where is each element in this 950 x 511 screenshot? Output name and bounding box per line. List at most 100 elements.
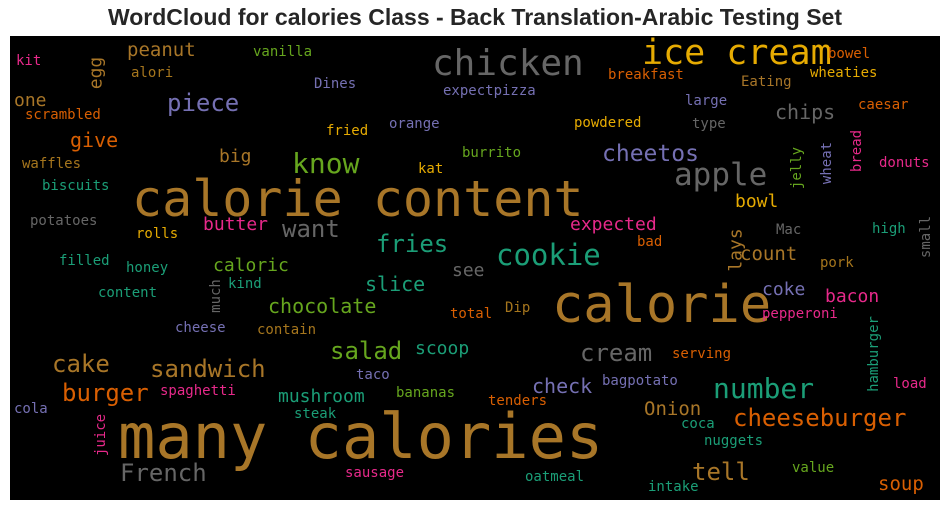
word-small: small — [918, 215, 935, 259]
word-check: check — [532, 374, 593, 398]
word-orange: orange — [389, 116, 440, 132]
word-sausage: sausage — [345, 465, 405, 481]
word-pork: pork — [820, 255, 854, 271]
word-donuts: donuts — [879, 155, 930, 171]
word-cheese: cheese — [175, 320, 226, 336]
word-wheat: wheat — [819, 141, 836, 185]
word-scrambled: scrambled — [25, 107, 101, 123]
chart-title: WordCloud for calories Class - Back Tran… — [107, 4, 843, 30]
word-cookie: cookie — [496, 238, 601, 272]
word-french: French — [120, 459, 207, 487]
word-hamburger: hamburger — [865, 316, 882, 392]
word-calorie: calorie — [552, 275, 772, 335]
word-dip: Dip — [505, 300, 531, 316]
word-biscuits: biscuits — [42, 178, 110, 194]
word-tenders: tenders — [488, 393, 548, 409]
word-chicken: chicken — [432, 43, 584, 84]
word-vanilla: vanilla — [253, 44, 313, 60]
word-cream: cream — [580, 339, 653, 367]
word-expected: expected — [570, 214, 657, 235]
word-taco: taco — [356, 367, 390, 383]
word-content: content — [98, 285, 158, 301]
word-high: high — [872, 221, 906, 237]
word-spaghetti: spaghetti — [160, 383, 236, 399]
word-butter: butter — [203, 214, 269, 235]
word-many-calories: many calories — [118, 400, 604, 473]
word-chips: chips — [775, 100, 836, 124]
word-sandwich: sandwich — [150, 355, 266, 383]
word-bowel: bowel — [828, 46, 871, 62]
word-peanut: peanut — [127, 39, 196, 61]
word-onion: Onion — [644, 398, 702, 420]
word-type: type — [692, 116, 726, 132]
word-wheaties: wheaties — [810, 65, 878, 81]
word-cola: cola — [14, 401, 48, 417]
word-bananas: bananas — [396, 385, 456, 401]
word-kat: kat — [418, 161, 444, 177]
word-give: give — [70, 128, 119, 152]
word-cheeseburger: cheeseburger — [733, 404, 907, 432]
word-fried: fried — [326, 123, 369, 139]
word-cake: cake — [52, 350, 110, 378]
word-bread: bread — [849, 129, 866, 173]
word-filled: filled — [59, 253, 110, 269]
word-bowl: bowl — [735, 191, 779, 212]
word-slice: slice — [365, 272, 426, 296]
word-burger: burger — [62, 379, 149, 407]
word-fries: fries — [376, 230, 449, 258]
word-rolls: rolls — [136, 226, 179, 242]
word-bagpotato: bagpotato — [602, 373, 678, 389]
word-oatmeal: oatmeal — [525, 469, 585, 485]
word-waffles: waffles — [22, 156, 82, 172]
word-want: want — [282, 215, 340, 243]
word-scoop: scoop — [415, 338, 470, 359]
word-serving: serving — [672, 346, 732, 362]
word-powdered: powdered — [574, 115, 642, 131]
word-soup: soup — [878, 473, 924, 495]
word-coke: coke — [762, 279, 806, 300]
word-caloric: caloric — [213, 255, 289, 276]
word-juice: juice — [93, 413, 110, 457]
word-expectpizza: expectpizza — [443, 83, 536, 99]
word-pepperoni: pepperoni — [762, 306, 838, 322]
word-bad: bad — [637, 234, 663, 250]
word-salad: salad — [330, 337, 403, 365]
word-know: know — [292, 147, 360, 180]
word-piece: piece — [167, 89, 240, 117]
word-cheetos: cheetos — [602, 141, 699, 167]
word-mushroom: mushroom — [278, 386, 365, 407]
word-alori: alori — [131, 65, 174, 81]
word-calorie-content: calorie content — [132, 170, 584, 228]
word-see: see — [452, 260, 485, 281]
word-bacon: bacon — [825, 286, 880, 307]
word-number: number — [713, 372, 815, 405]
word-kit: kit — [16, 53, 42, 69]
word-egg: egg — [85, 56, 107, 90]
word-large: large — [685, 93, 728, 109]
word-cloud: many calories calorie content calorie ic… — [10, 36, 940, 500]
word-count: count — [740, 243, 798, 265]
word-chocolate: chocolate — [268, 294, 377, 318]
word-total: total — [450, 306, 493, 322]
word-intake: intake — [648, 479, 699, 495]
word-dines: Dines — [314, 76, 357, 92]
word-breakfast: breakfast — [608, 67, 684, 83]
word-coca: coca — [681, 416, 715, 432]
word-kind: kind — [228, 276, 262, 292]
word-tell: tell — [692, 458, 750, 486]
word-much: much — [207, 279, 224, 313]
word-load: load — [893, 376, 927, 392]
word-jelly: jelly — [789, 146, 806, 190]
word-potatoes: potatoes — [30, 213, 98, 229]
word-contain: contain — [257, 322, 317, 338]
word-steak: steak — [294, 406, 337, 422]
word-mac: Mac — [776, 222, 802, 238]
word-burrito: burrito — [462, 145, 522, 161]
word-eating: Eating — [741, 74, 792, 90]
word-lays: lays — [725, 228, 747, 272]
word-caesar: caesar — [858, 97, 909, 113]
word-honey: honey — [126, 260, 169, 276]
word-nuggets: nuggets — [704, 433, 764, 449]
word-apple: apple — [674, 157, 768, 193]
word-one: one — [14, 90, 47, 111]
